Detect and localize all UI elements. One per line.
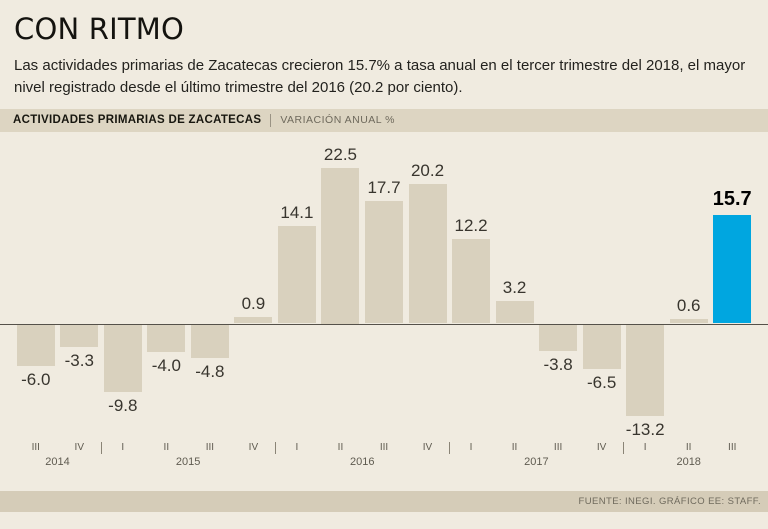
bar-value-label: 3.2 <box>502 278 527 298</box>
bar-value-label: -6.0 <box>21 369 51 389</box>
quarter-label: II <box>163 441 170 453</box>
year-axis: 2014 2015 2016 2017 2018 <box>0 456 768 471</box>
year-label: 2015 <box>175 455 201 468</box>
quarter-label: III <box>31 441 40 453</box>
year-boundary-tick <box>275 441 277 454</box>
quarter-label: III <box>553 441 563 453</box>
bar <box>452 239 491 324</box>
bar-value-label: 0.9 <box>241 294 266 314</box>
chart-title: ACTIVIDADES PRIMARIAS DE ZACATECAS <box>13 114 262 126</box>
source-credit: FUENTE: INEGI. GRÁFICO EE: STAFF. <box>578 496 761 507</box>
bar <box>234 317 273 324</box>
bar <box>626 324 665 416</box>
chart-header-strip: ACTIVIDADES PRIMARIAS DE ZACATECAS VARIA… <box>0 108 768 132</box>
quarter-label: IV <box>596 441 607 453</box>
quarter-label: I <box>121 441 125 453</box>
description-text: Las actividades primarias de Zacatecas c… <box>14 57 746 96</box>
bar-value-label: -4.0 <box>151 356 181 376</box>
bar <box>190 324 229 358</box>
year-label: 2017 <box>524 455 549 468</box>
year-label: 2018 <box>676 455 701 468</box>
bar <box>495 301 534 324</box>
year-boundary-tick <box>101 441 103 454</box>
quarter-label: III <box>205 441 215 453</box>
bar <box>16 324 55 366</box>
bar-value-label: -13.2 <box>625 419 665 439</box>
chart-unit-label: VARIACIÓN ANUAL % <box>280 114 396 126</box>
footer-strip: FUENTE: INEGI. GRÁFICO EE: STAFF. <box>0 491 768 512</box>
bar-value-label: -3.3 <box>64 351 94 371</box>
zero-axis-line <box>0 323 768 325</box>
bar-value-label: -9.8 <box>108 396 138 416</box>
quarter-label: II <box>685 441 692 453</box>
bar-value-label: 20.2 <box>410 161 445 181</box>
quarter-label: I <box>643 441 647 453</box>
bar-value-label: 22.5 <box>323 145 357 165</box>
quarter-label: I <box>295 441 299 453</box>
year-boundary-tick <box>623 441 625 454</box>
bar-value-label: -3.8 <box>543 354 573 374</box>
bar <box>582 324 621 370</box>
bar <box>408 184 447 324</box>
year-label: 2014 <box>45 455 70 468</box>
page-title: CON RITMO <box>14 12 185 46</box>
bar-value-label: 14.1 <box>280 203 314 223</box>
header: CON RITMO Las actividades primarias de Z… <box>0 0 768 99</box>
quarter-label: III <box>728 441 737 453</box>
bar <box>539 324 578 351</box>
year-boundary-tick <box>449 441 451 454</box>
quarter-label: IV <box>248 441 259 453</box>
quarter-label: I <box>469 441 473 453</box>
plot-area: -6.0 -3.3 -9.8 -4.0 -4.8 0.9 14.1 22.5 17.7 20.2 1… <box>0 132 768 442</box>
quarter-label: IV <box>74 441 84 453</box>
bar <box>669 319 708 324</box>
quarter-label: III <box>379 441 389 453</box>
bar-value-label: 12.2 <box>454 216 488 236</box>
quarter-axis: III IV I II III IV I II III IV I II III IV I II III <box>0 441 768 455</box>
bar-value-label: -4.8 <box>195 361 225 381</box>
bar-highlight <box>713 215 752 324</box>
bar-value-label: 15.7 <box>712 188 752 211</box>
bar-value-label: 17.7 <box>367 178 401 198</box>
bar <box>103 324 142 393</box>
bar-value-label: 0.6 <box>676 296 701 316</box>
header-divider <box>270 113 272 127</box>
bar-value-label: -6.5 <box>586 373 617 393</box>
bar <box>277 226 316 324</box>
bar <box>147 324 186 353</box>
year-label: 2016 <box>349 455 375 468</box>
bar <box>365 201 403 324</box>
quarter-label: IV <box>422 441 433 453</box>
quarter-label: II <box>337 441 344 453</box>
quarter-label: II <box>511 441 518 453</box>
bar <box>60 324 99 348</box>
bar <box>321 168 360 324</box>
